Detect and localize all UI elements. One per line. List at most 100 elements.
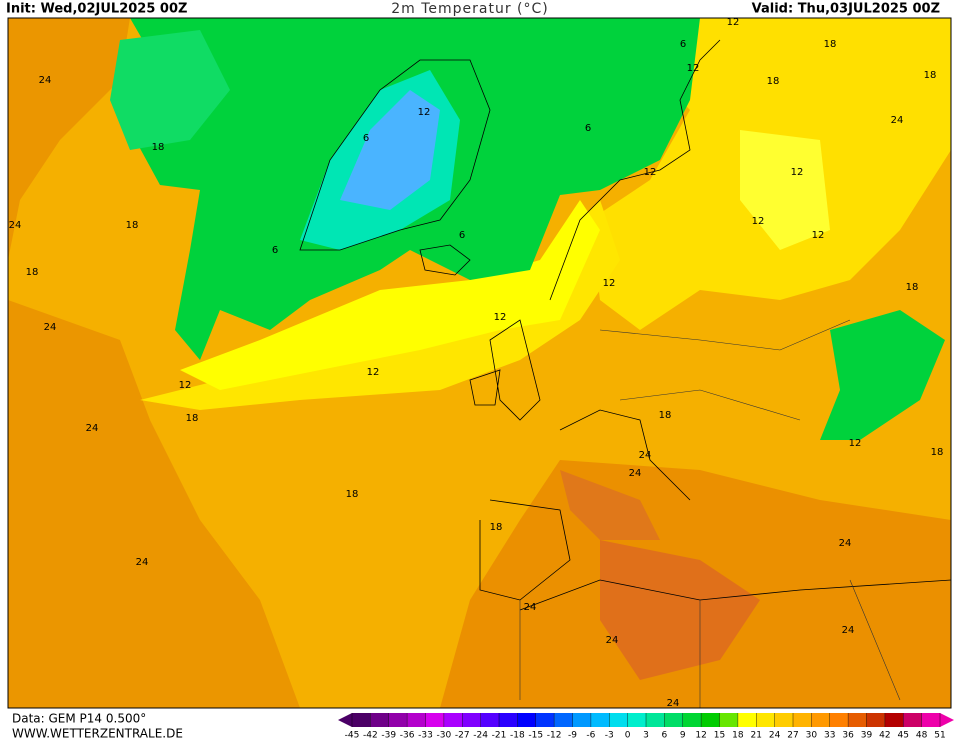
contour-label: 18 [924, 70, 937, 81]
colorbar-tick-label: 36 [842, 731, 854, 741]
contour-label: 12 [418, 107, 431, 118]
contour-label: 6 [585, 123, 591, 134]
colorbar-arrow-high [940, 713, 954, 727]
colorbar-tick-label: 12 [695, 731, 706, 741]
contour-label: 12 [367, 367, 380, 378]
site-name: WWW.WETTERZENTRALE.DE [12, 727, 183, 741]
map-field [7, 17, 952, 709]
data-source: Data: GEM P14 0.500° [12, 712, 146, 726]
colorbar-bin [737, 713, 757, 727]
colorbar-tick-label: -12 [547, 731, 562, 741]
contour-label: 12 [727, 17, 740, 28]
colorbar-bin [407, 713, 426, 727]
contour-label: 18 [824, 39, 837, 50]
contour-label: 12 [687, 63, 700, 74]
colorbar-bin [572, 713, 591, 727]
contour-label: 12 [179, 380, 192, 391]
colorbar-tick-label: 24 [769, 731, 781, 741]
colorbar-bin [554, 713, 573, 727]
colorbar-bin [793, 713, 812, 727]
contour-label: 24 [606, 635, 619, 646]
colorbar-bin [921, 713, 940, 727]
colorbar-tick-label: -21 [492, 731, 507, 741]
colorbar-tick-label: -24 [473, 731, 488, 741]
valid-time: Valid: Thu,03JUL2025 00Z [752, 2, 940, 17]
contour-label: 24 [44, 322, 57, 333]
contour-label: 12 [791, 167, 804, 178]
colorbar-tick-label: -36 [400, 731, 415, 741]
contour-label: 18 [659, 410, 672, 421]
contour-label: 24 [891, 115, 904, 126]
coastline [419, 244, 471, 276]
contour-label: 24 [524, 602, 537, 613]
colorbar-tick-label: 0 [625, 731, 631, 741]
contour-label: 12 [644, 167, 657, 178]
cool-region [740, 130, 830, 250]
colorbar-bin [627, 713, 646, 727]
colorbar-tick-label: 3 [643, 731, 649, 741]
contour-label: 12 [849, 438, 862, 449]
colorbar-tick-label: -42 [363, 731, 378, 741]
colorbar-tick-label: -3 [605, 731, 614, 741]
cold-region [110, 30, 230, 150]
hot-region [600, 540, 760, 680]
contour-label: 24 [629, 468, 642, 479]
contour-label: 24 [136, 557, 149, 568]
colorbar-tick-label: 48 [916, 731, 928, 741]
colorbar-tick-label: -18 [510, 731, 525, 741]
colorbar-tick-label: 45 [898, 731, 909, 741]
map-title: 2m Temperatur (°C) [391, 1, 549, 17]
coastline [299, 59, 491, 251]
colorbar-bin [646, 713, 665, 727]
contour-label: 18 [126, 220, 139, 231]
colorbar-tick-label: 6 [662, 731, 668, 741]
warm-region [8, 300, 300, 708]
colorbar-bin [352, 713, 371, 727]
colorbar-tick-label: 39 [861, 731, 873, 741]
contour-label: 18 [931, 447, 944, 458]
colorbar-bin [829, 713, 849, 727]
colorbar-tick-label: -15 [528, 731, 543, 741]
contour-label: 18 [906, 282, 919, 293]
colorbar-bin [462, 713, 481, 727]
init-time: Init: Wed,02JUL2025 00Z [6, 2, 187, 17]
colorbar-tick-label: 9 [680, 731, 686, 741]
colorbar-bin [774, 713, 793, 727]
colorbar-bin [682, 713, 702, 727]
contour-label: 18 [26, 267, 39, 278]
colorbar-bin [370, 713, 389, 727]
colorbar-tick-label: -9 [568, 731, 577, 741]
colorbar-bin [884, 713, 904, 727]
hot-region [560, 470, 660, 540]
colorbar-tick-label: -30 [437, 731, 452, 741]
colorbar-bin [866, 713, 885, 727]
colorbar-bin [756, 713, 775, 727]
coastline [479, 39, 952, 611]
contour-label: 6 [459, 230, 465, 241]
colorbar-bin [701, 713, 720, 727]
colorbar-bin [535, 713, 555, 727]
colorbar-bin [443, 713, 463, 727]
colorbar-tick-label: 27 [787, 731, 798, 741]
colorbar-bin [609, 713, 628, 727]
contour-label: 12 [812, 230, 825, 241]
coastline [469, 319, 541, 421]
colorbar-bin [811, 713, 830, 727]
colorbar: -45 -42 -39 -36 -33 -30 -27 -24 -21 -18 -15 -12 -9 -6… [338, 713, 954, 741]
colorbar-tick-label: 15 [714, 731, 725, 741]
border [519, 319, 901, 708]
contour-label: 12 [494, 312, 507, 323]
mild-region [140, 200, 620, 410]
colorbar-arrow-low [338, 713, 352, 727]
contour-label: 6 [680, 39, 686, 50]
contour-label: 18 [767, 76, 780, 87]
colorbar-bin [590, 713, 610, 727]
colorbar-bin [903, 713, 922, 727]
colorbar-bin [499, 713, 518, 727]
colorbar-bin [517, 713, 536, 727]
contour-label: 18 [346, 489, 359, 500]
cold-region [820, 310, 945, 440]
contour-label: 6 [363, 133, 369, 144]
